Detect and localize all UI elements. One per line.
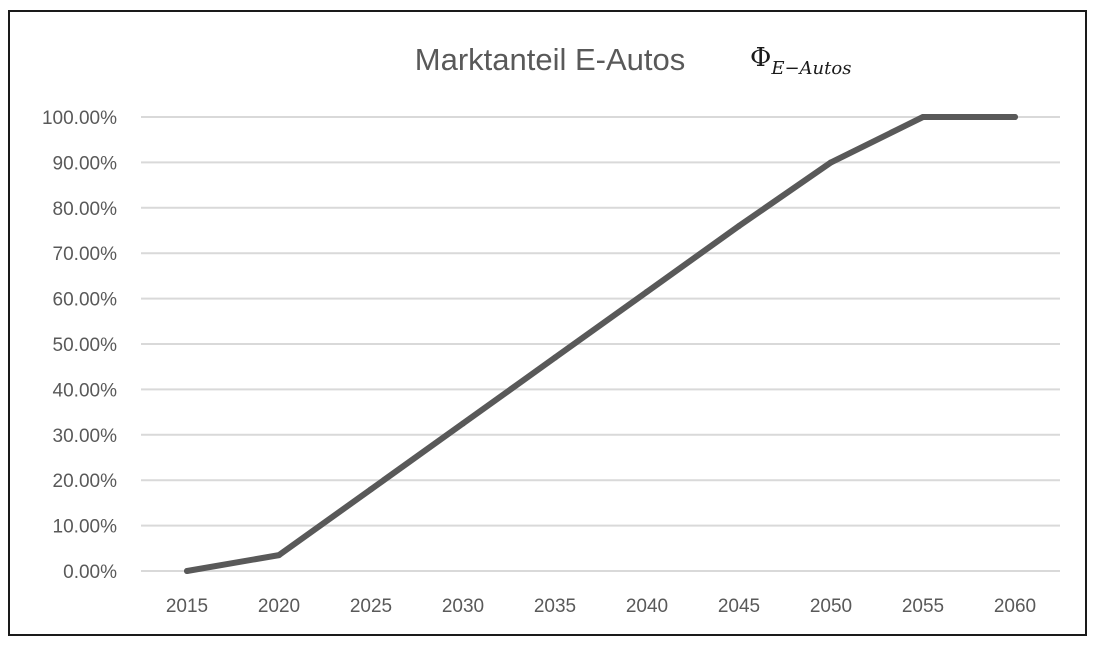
x-tick-label: 2060 [994,596,1036,617]
title-symbol-phi: Φ [750,43,771,73]
data-point [552,354,558,361]
y-tick-label: 10.00% [53,517,118,538]
y-tick-label: 90.00% [53,153,118,174]
x-axis-ticks: 2015 2020 2025 2030 2035 2040 2045 2050 2055 2060 [166,596,1036,617]
data-point [276,552,282,559]
y-tick-label: 80.00% [53,199,118,220]
x-tick-label: 2055 [902,596,944,617]
x-tick-label: 2030 [442,596,484,617]
y-tick-label: 50.00% [53,335,118,356]
y-tick-label: 60.00% [53,290,118,311]
x-tick-label: 2020 [258,596,300,617]
data-point [368,486,374,493]
x-tick-label: 2040 [626,596,668,617]
y-tick-label: 70.00% [53,244,118,265]
chart-title: Marktanteil E-Autos [415,42,686,77]
x-tick-label: 2015 [166,596,208,617]
y-axis-ticks: 0.00% 10.00% 20.00% 30.00% 40.00% 50.00% 60.00… [42,108,117,583]
data-point [1012,114,1018,120]
x-tick-label: 2045 [718,596,760,617]
data-point [184,568,190,574]
y-tick-label: 30.00% [53,426,118,447]
data-point [460,420,466,427]
chart-frame [8,10,1087,636]
data-point [920,114,926,120]
x-tick-label: 2035 [534,596,576,617]
title-symbol: ΦE−Autos [750,43,851,79]
y-tick-label: 40.00% [53,380,118,401]
y-tick-label: 20.00% [53,471,118,492]
y-tick-label: 100.00% [42,108,117,129]
chart-title-group: Marktanteil E-Autos ΦE−Autos [415,42,852,79]
series-group [184,114,1018,574]
data-point [736,222,742,229]
grid-lines [141,116,1060,572]
data-point [828,159,834,166]
x-tick-label: 2025 [350,596,392,617]
y-tick-label: 0.00% [63,562,117,583]
series-line [184,114,1018,574]
title-symbol-subscript: E−Autos [770,58,851,79]
data-point [644,288,650,295]
x-tick-label: 2050 [810,596,852,617]
